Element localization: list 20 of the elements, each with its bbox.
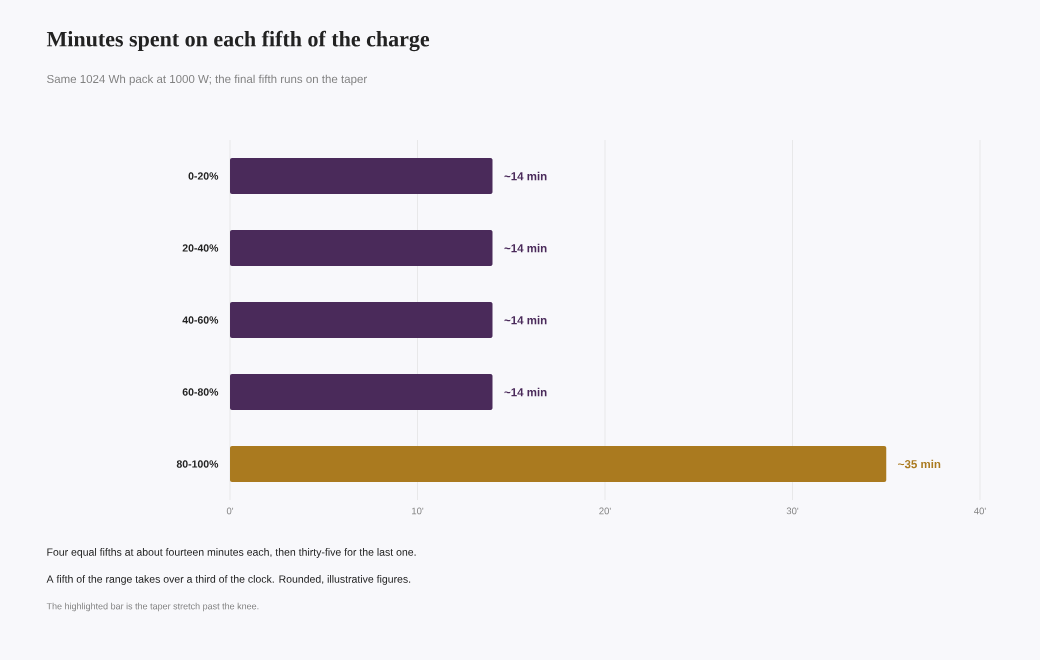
- data-label: ~14 min: [504, 387, 547, 397]
- text: A fifth of the range takes over a third of the clock. Rounded, illustrative figures.: [46, 575, 411, 585]
- y-tick-label: 40-60%: [182, 316, 219, 324]
- data-label: ~35 min: [898, 459, 941, 469]
- x-tick-label: 30': [786, 507, 799, 515]
- y-tick-label: 20-40%: [182, 244, 219, 252]
- data-label: ~14 min: [504, 171, 547, 181]
- x-tick-label: 10': [412, 507, 424, 515]
- x-tick-label: 0': [226, 507, 234, 515]
- text: Four equal fifths at about fourteen minutes each, then thirty-five for the last one.: [47, 548, 416, 558]
- y-tick-label: 0-20%: [188, 172, 219, 180]
- data-label: ~14 min: [504, 315, 547, 325]
- y-tick-label: 60-80%: [182, 388, 219, 396]
- x-tick-label: 40': [974, 507, 986, 515]
- data-label: ~14 min: [504, 243, 547, 253]
- x-tick-label: 20': [599, 507, 611, 515]
- text: The highlighted bar is the taper stretch past the knee.: [46, 602, 259, 612]
- chart-title: Minutes spent on each fifth of the charge: [46, 30, 430, 52]
- y-tick-label: 80-100%: [176, 460, 219, 468]
- chart-subtitle: Same 1024 Wh pack at 1000 W; the final fifth runs on the taper: [47, 74, 367, 86]
